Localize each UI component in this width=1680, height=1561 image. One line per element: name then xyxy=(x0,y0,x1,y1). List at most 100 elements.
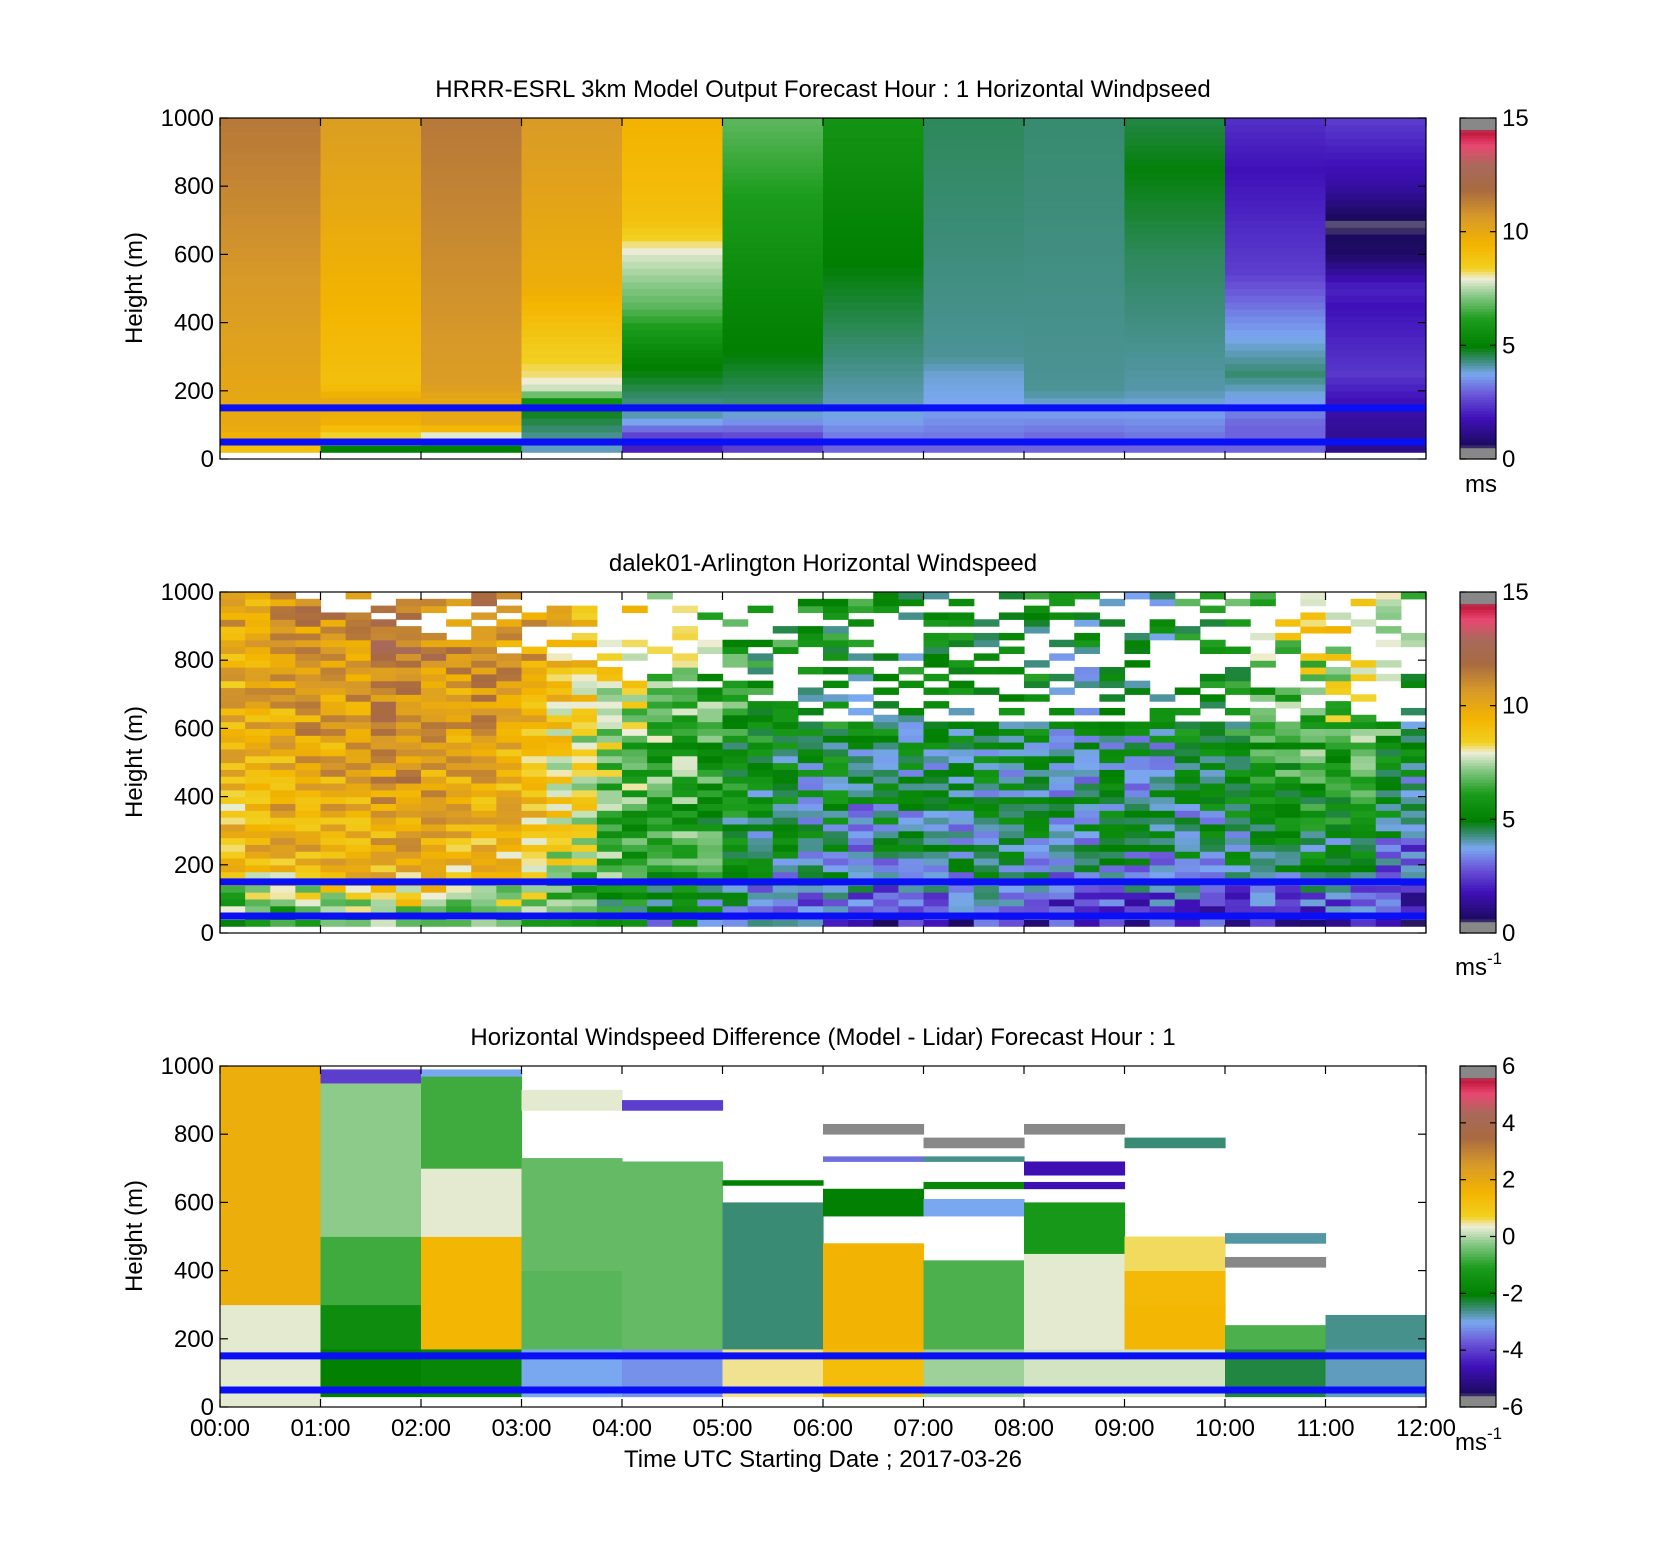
heatmap-cell xyxy=(1400,851,1426,859)
heatmap-cell xyxy=(521,782,548,791)
heatmap-cell xyxy=(1124,431,1226,440)
heatmap-cell xyxy=(1149,755,1176,764)
colorbar-segment xyxy=(1460,1208,1496,1212)
heatmap-cell xyxy=(1174,762,1201,770)
colorbar-segment xyxy=(1460,864,1496,869)
heatmap-cell xyxy=(823,390,925,399)
heatmap-cell xyxy=(496,673,523,682)
heatmap-cell xyxy=(220,199,322,208)
colorbar-tick-label: 0 xyxy=(1502,920,1515,947)
heatmap-cell xyxy=(1325,871,1352,880)
heatmap-cell xyxy=(295,782,322,791)
heatmap-cell xyxy=(370,694,397,702)
heatmap-cell xyxy=(647,673,673,682)
heatmap-cell xyxy=(1225,240,1327,249)
heatmap-cell xyxy=(295,830,322,839)
heatmap-cell xyxy=(672,735,698,743)
heatmap-cell xyxy=(521,789,548,798)
colorbar-segment xyxy=(1460,322,1496,327)
heatmap-cell xyxy=(421,796,447,805)
heatmap-cell xyxy=(722,1202,824,1350)
heatmap-cell xyxy=(320,851,347,859)
colorbar-segment xyxy=(1460,308,1496,312)
heatmap-cell xyxy=(647,864,673,873)
heatmap-cell xyxy=(823,605,849,614)
heatmap-cell xyxy=(345,871,372,880)
colorbar-segment xyxy=(1460,645,1496,650)
heatmap-cell xyxy=(622,769,648,777)
heatmap-cell xyxy=(1225,206,1327,215)
heatmap-cell xyxy=(873,592,899,600)
colorbar-segment xyxy=(1460,665,1496,670)
heatmap-cell xyxy=(446,776,472,784)
heatmap-cell xyxy=(823,1243,925,1350)
heatmap-cell xyxy=(923,336,1025,344)
heatmap-cell xyxy=(521,742,548,750)
heatmap-cell xyxy=(797,892,824,900)
heatmap-cell xyxy=(1350,864,1377,873)
heatmap-cell xyxy=(1275,898,1301,907)
heatmap-cell xyxy=(370,864,397,873)
colorbar-segment xyxy=(1460,1316,1496,1320)
colorbar-segment xyxy=(1460,1205,1496,1209)
heatmap-cell xyxy=(1350,851,1377,859)
heatmap-cell xyxy=(1124,445,1226,453)
heatmap-cell xyxy=(521,905,548,914)
heatmap-cell xyxy=(1199,789,1226,798)
heatmap-cell xyxy=(898,680,925,689)
heatmap-cell xyxy=(1024,431,1126,440)
colorbar-segment xyxy=(1460,1355,1496,1360)
heatmap-cell xyxy=(220,646,246,654)
panel-1-x-ticks xyxy=(219,118,1427,459)
heatmap-cell xyxy=(1325,424,1426,433)
y-tick-label: 0 xyxy=(201,1394,214,1421)
heatmap-cell xyxy=(823,118,925,126)
colorbar-segment xyxy=(1460,402,1496,406)
heatmap-cell xyxy=(1400,769,1426,777)
heatmap-cell xyxy=(521,124,623,133)
colorbar-segment xyxy=(1460,1299,1496,1303)
heatmap-cell xyxy=(345,721,372,729)
heatmap-cell xyxy=(421,1236,523,1350)
heatmap-cell xyxy=(722,653,749,661)
heatmap-cell xyxy=(1124,138,1226,146)
heatmap-cell xyxy=(1124,817,1151,825)
heatmap-cell xyxy=(1024,138,1126,146)
heatmap-cell xyxy=(672,837,698,845)
heatmap-cell xyxy=(823,721,849,729)
heatmap-cell xyxy=(1325,892,1352,900)
heatmap-cell xyxy=(1375,810,1402,818)
heatmap-cell xyxy=(697,871,724,880)
heatmap-cell xyxy=(270,857,296,866)
panel-2-x-ticks xyxy=(219,592,1427,933)
heatmap-cell xyxy=(421,199,523,208)
heatmap-cell xyxy=(973,789,1000,798)
heatmap-cell xyxy=(295,687,322,695)
heatmap-cell xyxy=(1074,680,1100,689)
heatmap-cell xyxy=(848,735,874,743)
heatmap-cell xyxy=(848,707,874,716)
heatmap-cell xyxy=(722,227,824,235)
heatmap-cell xyxy=(596,885,623,893)
heatmap-cell xyxy=(898,707,925,716)
heatmap-cell xyxy=(797,721,824,729)
colorbar-segment xyxy=(1460,745,1496,749)
heatmap-cell xyxy=(873,748,899,757)
heatmap-cell xyxy=(395,639,422,648)
heatmap-cell xyxy=(571,830,598,839)
heatmap-cell xyxy=(1250,864,1276,873)
heatmap-cell xyxy=(320,315,422,324)
heatmap-cell xyxy=(421,898,447,907)
heatmap-cell xyxy=(345,782,372,791)
heatmap-cell xyxy=(370,721,397,729)
heatmap-cell xyxy=(722,619,749,627)
heatmap-cell xyxy=(1149,810,1176,818)
heatmap-cell xyxy=(1049,789,1075,798)
heatmap-cell xyxy=(823,864,849,873)
heatmap-cell xyxy=(1225,673,1251,682)
heatmap-cell xyxy=(295,646,322,654)
colorbar-segment xyxy=(1460,1100,1496,1104)
heatmap-cell xyxy=(672,892,698,900)
heatmap-cell xyxy=(546,755,573,764)
colorbar-segment xyxy=(1460,410,1496,415)
